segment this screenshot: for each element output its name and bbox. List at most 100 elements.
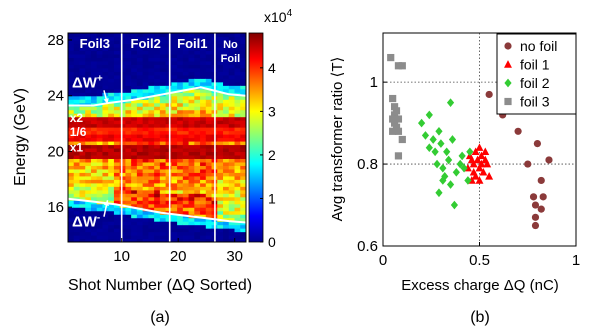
heatmap-cell <box>68 116 75 121</box>
heatmap-cell <box>136 168 144 173</box>
heatmap-cell <box>119 134 127 139</box>
heatmap-cell <box>79 99 86 104</box>
heatmap-cell <box>136 189 144 194</box>
heatmap-cell <box>165 203 172 208</box>
heatmap-cell <box>125 85 132 90</box>
heatmap-cell <box>79 203 86 208</box>
heatmap-cell <box>90 228 98 233</box>
heatmap-cell <box>171 116 178 121</box>
heatmap-cell <box>73 123 81 128</box>
heatmap-cell <box>200 175 207 180</box>
heatmap-cell <box>234 189 241 194</box>
heatmap-cell <box>125 109 132 114</box>
heatmap-cell <box>165 214 172 219</box>
heatmap-cell <box>154 182 161 187</box>
heatmap-cell <box>85 221 92 226</box>
heatmap-cell <box>154 203 161 208</box>
heatmap-cell <box>90 134 98 139</box>
heatmap-cell <box>228 81 236 86</box>
heatmap-cell <box>228 151 236 156</box>
heatmap-cell <box>148 46 155 52</box>
annotation-superscript: - <box>97 213 100 224</box>
heatmap-cell <box>90 64 98 69</box>
heatmap-cell <box>102 102 109 107</box>
heatmap-cell <box>90 186 98 191</box>
heatmap-cell <box>85 144 92 149</box>
heatmap-cell <box>79 154 86 159</box>
heatmap-cell <box>131 50 138 55</box>
heatmap-annotation: x2 <box>70 111 84 125</box>
heatmap-cell <box>234 144 241 149</box>
heatmap-cell <box>125 196 132 201</box>
heatmap-cell <box>142 46 149 52</box>
heatmap-cell <box>148 231 155 236</box>
heatmap-cell <box>73 214 81 219</box>
data-point <box>429 135 437 144</box>
heatmap-cell <box>102 231 109 236</box>
heatmap-cell <box>234 221 241 226</box>
heatmap-cell <box>240 175 246 180</box>
heatmap-cell <box>223 99 230 104</box>
heatmap-cell <box>148 186 155 191</box>
heatmap-cell <box>85 113 92 118</box>
heatmap-cell <box>108 116 115 121</box>
heatmap-cell <box>136 46 144 52</box>
colorbar-tick-label: 1 <box>268 190 276 206</box>
heatmap-cell <box>205 78 213 83</box>
heatmap-cell <box>102 67 109 72</box>
heatmap-cell <box>142 39 149 45</box>
heatmap-cell <box>125 127 132 132</box>
series-foil-2 <box>418 98 474 210</box>
heatmap-cell <box>68 106 75 111</box>
heatmap-cell <box>165 151 172 156</box>
heatmap-cell <box>142 228 149 233</box>
heatmap-cell <box>165 224 172 229</box>
x-tick-label: 0.5 <box>469 252 490 269</box>
heatmap-cell <box>108 221 115 226</box>
heatmap-cell <box>228 238 236 242</box>
heatmap-cell <box>200 203 207 208</box>
heatmap-cell <box>85 74 92 79</box>
heatmap-cell <box>108 109 115 114</box>
heatmap-cell <box>96 221 104 226</box>
heatmap-cell <box>113 134 121 139</box>
heatmap-cell <box>79 33 86 38</box>
heatmap-cell <box>79 127 86 132</box>
heatmap-annotation: ΔW- <box>72 213 100 231</box>
heatmap-cell <box>136 36 144 41</box>
heatmap-cell <box>113 165 121 170</box>
heatmap-cell <box>182 207 190 212</box>
heatmap-cell <box>234 78 241 83</box>
heatmap-cell <box>142 130 149 135</box>
heatmap-cell <box>108 60 115 65</box>
heatmap-cell <box>113 196 121 201</box>
heatmap-cell <box>148 182 155 187</box>
heatmap-cell <box>159 50 167 55</box>
heatmap-cell <box>182 106 190 111</box>
heatmap-cell <box>188 207 195 212</box>
heatmap-cell <box>154 67 161 72</box>
heatmap-cell <box>200 39 207 45</box>
data-point <box>389 127 397 135</box>
heatmap-cell <box>159 221 167 226</box>
heatmap-cell <box>125 221 132 226</box>
heatmap-cell <box>119 217 127 222</box>
heatmap-cell <box>73 127 81 132</box>
heatmap-cell <box>85 210 92 215</box>
heatmap-cell <box>119 214 127 219</box>
heatmap-cell <box>177 116 184 121</box>
heatmap-cell <box>68 92 75 97</box>
heatmap-cell <box>85 57 92 62</box>
heatmap-cell <box>68 214 75 219</box>
heatmap-cell <box>165 74 172 79</box>
heatmap-cell <box>113 113 121 118</box>
heatmap-cell <box>125 158 132 163</box>
heatmap-cell <box>223 120 230 125</box>
heatmap-cell <box>73 81 81 86</box>
heatmap-cell <box>188 189 195 194</box>
heatmap-cell <box>223 168 230 173</box>
heatmap-cell <box>102 172 109 177</box>
heatmap-cell <box>234 134 241 139</box>
heatmap-cell <box>177 175 184 180</box>
data-point <box>448 135 457 144</box>
